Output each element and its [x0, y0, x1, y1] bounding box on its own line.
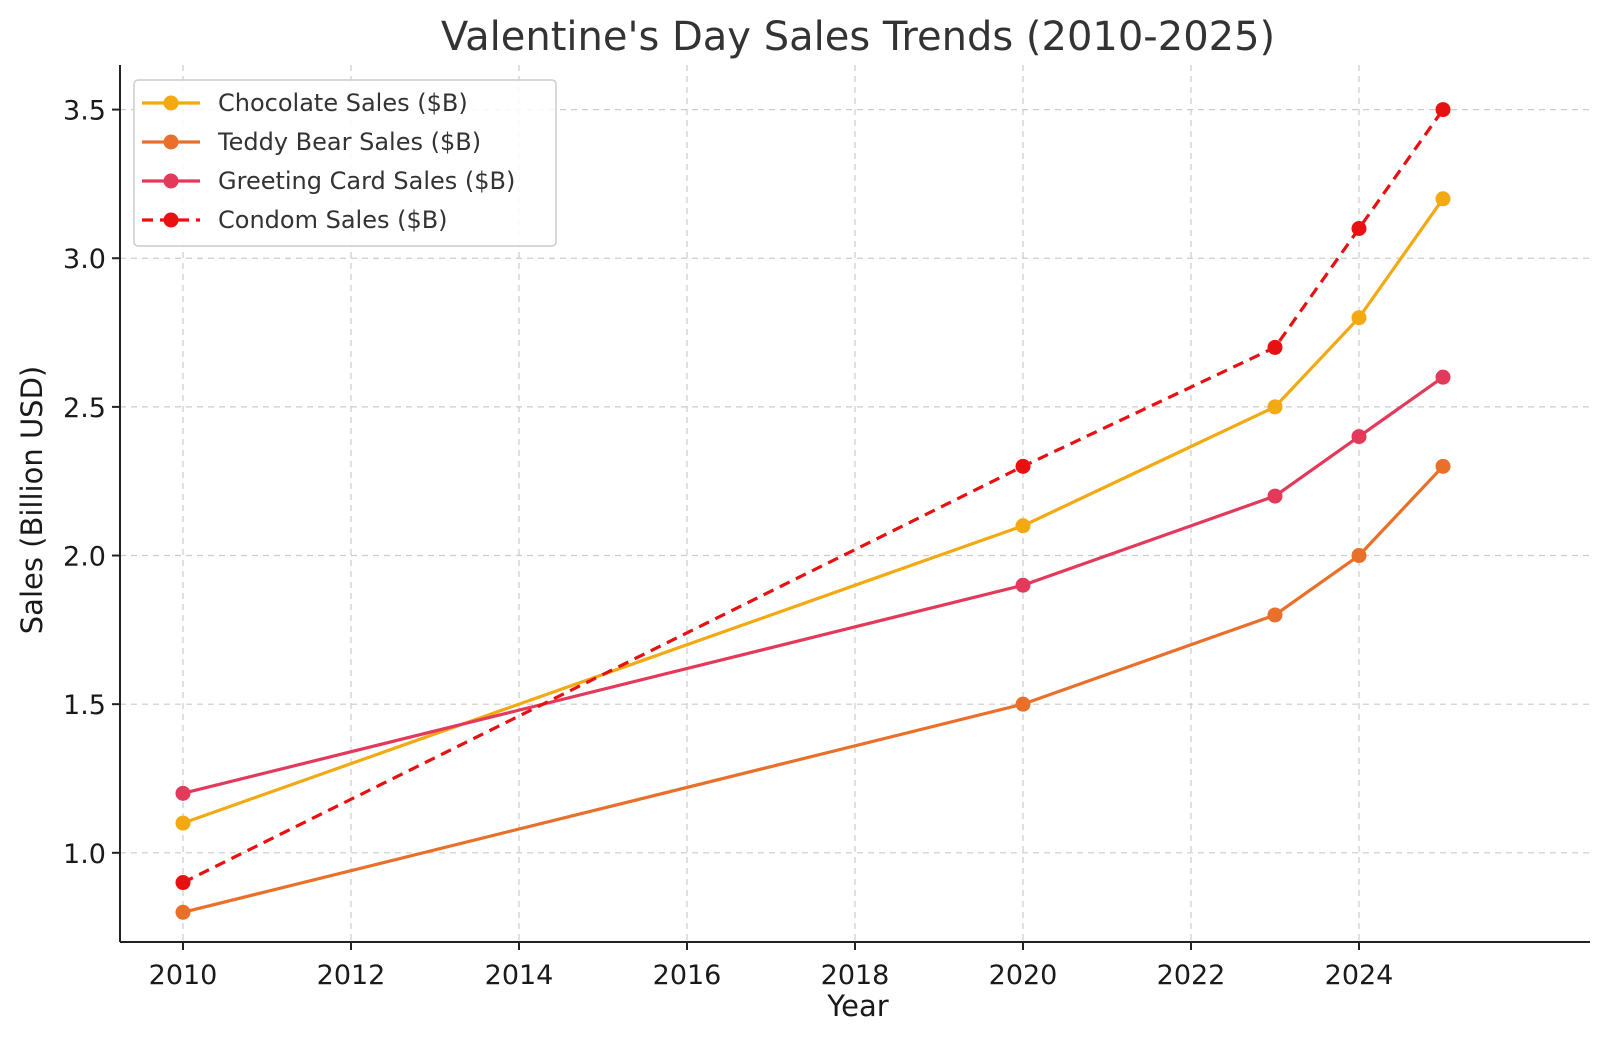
- y-tick-label: 3.5: [63, 96, 106, 127]
- data-point: [1267, 399, 1283, 415]
- x-tick-label: 2016: [653, 960, 722, 991]
- legend-label: Teddy Bear Sales ($B): [217, 128, 481, 156]
- x-tick-label: 2022: [1157, 960, 1226, 991]
- data-point: [1015, 696, 1031, 712]
- data-point: [1351, 221, 1367, 237]
- legend-item: Chocolate Sales ($B): [142, 89, 468, 117]
- data-point: [1351, 310, 1367, 326]
- data-point: [1015, 458, 1031, 474]
- y-tick-label: 1.5: [63, 690, 106, 721]
- series-3: [175, 369, 1451, 801]
- x-tick-label: 2020: [989, 960, 1058, 991]
- legend-label: Greeting Card Sales ($B): [218, 167, 515, 195]
- x-tick-label: 2018: [821, 960, 890, 991]
- chart-title: Valentine's Day Sales Trends (2010-2025): [441, 14, 1275, 60]
- series-2: [175, 458, 1451, 920]
- legend-label: Condom Sales ($B): [218, 206, 448, 234]
- data-point: [175, 904, 191, 920]
- x-axis-label: Year: [826, 989, 888, 1023]
- y-tick-label: 2.0: [63, 542, 106, 573]
- legend-swatch-marker: [163, 95, 179, 111]
- data-point: [175, 785, 191, 801]
- legend-box: [133, 79, 557, 247]
- data-point: [175, 815, 191, 831]
- axes: 2010 2012 2014 2016 2018 2020 2022 2024 1.0 1.5 2.…: [63, 65, 1590, 991]
- legend-swatch-marker: [163, 212, 179, 228]
- y-tick-label: 1.0: [63, 839, 106, 870]
- data-point: [1015, 577, 1031, 593]
- series-1: [175, 191, 1451, 831]
- y-tick-label: 3.0: [63, 244, 106, 275]
- data-point: [1015, 518, 1031, 534]
- x-tick-label: 2014: [485, 960, 554, 991]
- data-point: [175, 875, 191, 891]
- x-tick-label: 2024: [1325, 960, 1394, 991]
- series-4: [175, 102, 1451, 891]
- y-axis-label: Sales (Billion USD): [15, 366, 49, 634]
- data-point: [1435, 458, 1451, 474]
- legend-item: Condom Sales ($B): [142, 206, 448, 234]
- x-tick-label: 2012: [317, 960, 386, 991]
- data-point: [1435, 191, 1451, 207]
- data-point: [1435, 369, 1451, 385]
- data-point: [1435, 102, 1451, 118]
- data-point: [1267, 607, 1283, 623]
- legend-label: Chocolate Sales ($B): [218, 89, 468, 117]
- data-point: [1351, 429, 1367, 445]
- legend-item: Teddy Bear Sales ($B): [142, 128, 481, 156]
- legend: Chocolate Sales ($B) Teddy Bear Sales ($B…: [133, 79, 557, 247]
- data-point: [1351, 548, 1367, 564]
- y-tick-label: 2.5: [63, 393, 106, 424]
- data-point: [1267, 488, 1283, 504]
- legend-swatch-marker: [163, 173, 179, 189]
- x-tick-label: 2010: [149, 960, 218, 991]
- data-point: [1267, 339, 1283, 355]
- legend-item: Greeting Card Sales ($B): [142, 167, 515, 195]
- legend-swatch-marker: [163, 134, 179, 150]
- series-group: [175, 102, 1451, 920]
